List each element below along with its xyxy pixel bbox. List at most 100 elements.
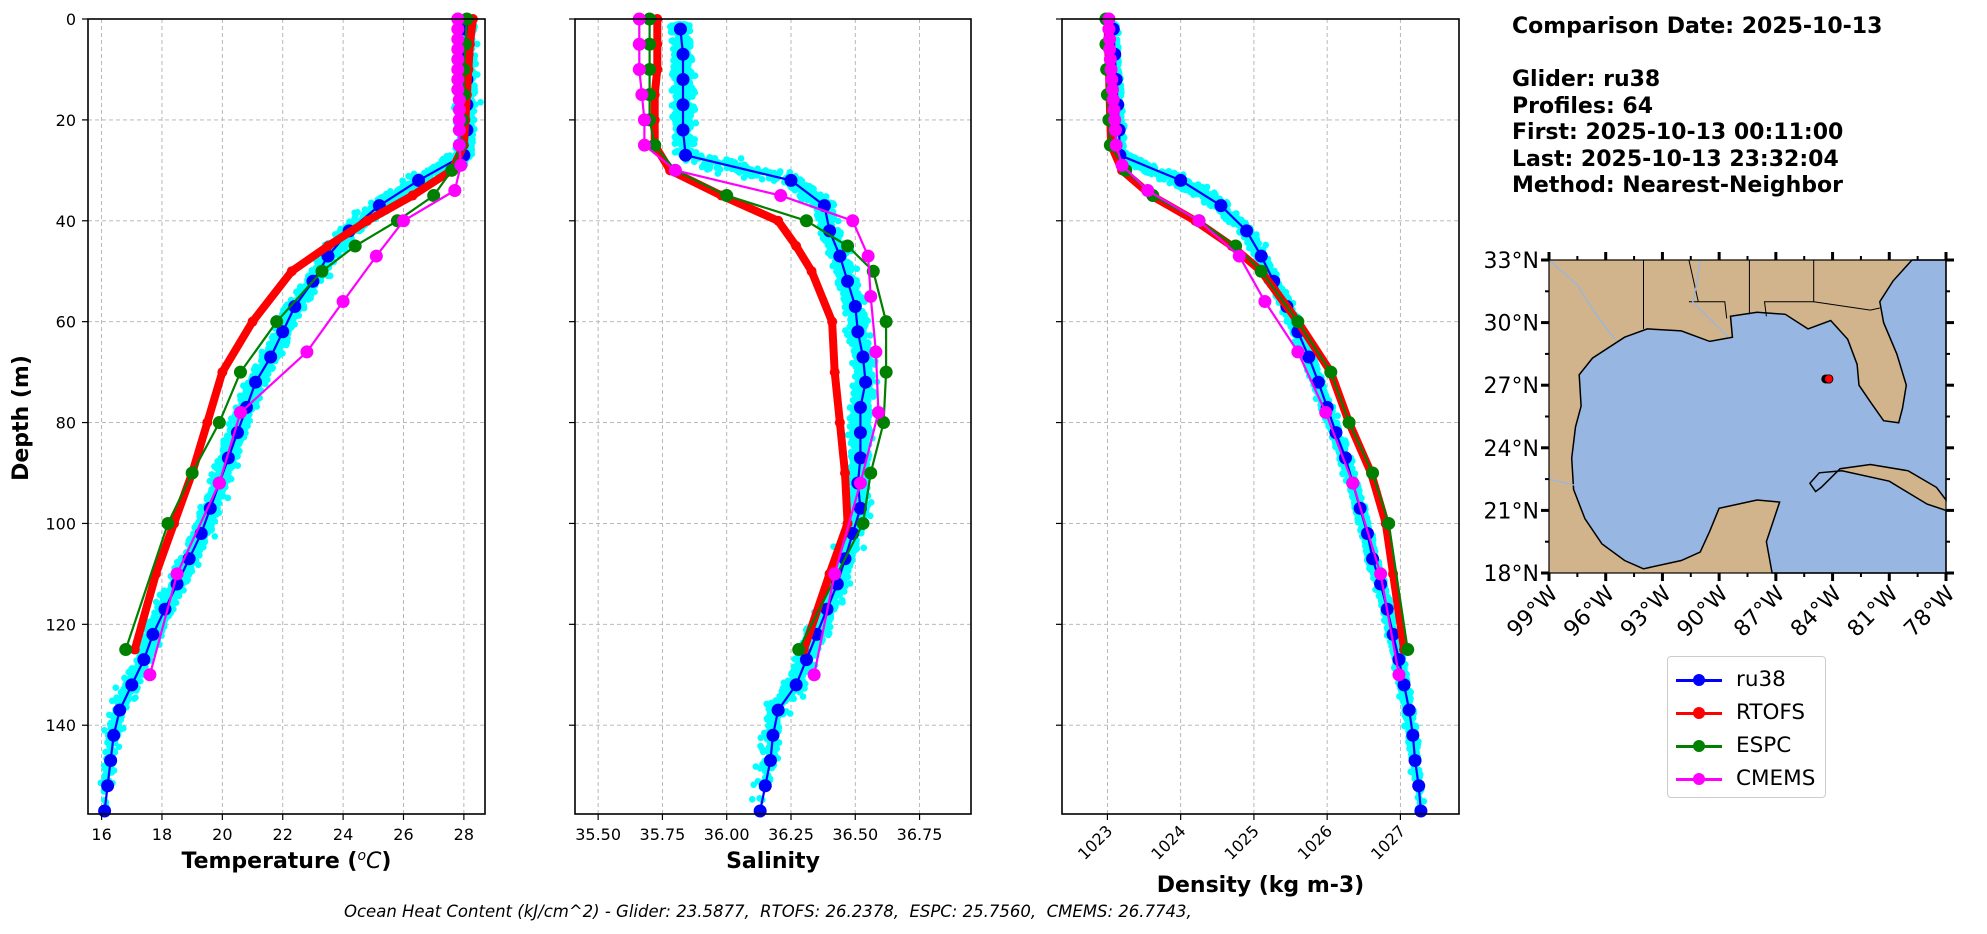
data-point-cmems bbox=[452, 123, 466, 137]
scatter-point bbox=[243, 382, 250, 390]
data-point-rtofs bbox=[247, 316, 258, 327]
data-point-rtofs bbox=[407, 190, 418, 201]
data-point-cmems bbox=[212, 476, 226, 490]
data-point-rtofs bbox=[323, 240, 334, 251]
scatter-point bbox=[131, 665, 139, 672]
data-point-ru38 bbox=[98, 804, 112, 818]
series-cmems bbox=[143, 12, 468, 682]
scatter-point bbox=[309, 288, 316, 296]
y-tick-label: 0 bbox=[66, 10, 76, 29]
y-tick-label: 40 bbox=[56, 212, 76, 231]
series-ru38 bbox=[98, 22, 474, 818]
x-tick-label: 22 bbox=[273, 825, 293, 844]
scatter-point bbox=[293, 288, 300, 296]
y-tick-label: 120 bbox=[45, 615, 76, 634]
y-tick-label: 80 bbox=[56, 414, 76, 433]
data-point-ru38 bbox=[137, 653, 151, 667]
data-point-espc bbox=[212, 416, 226, 430]
scatter-point bbox=[223, 432, 231, 440]
scatter-point bbox=[237, 393, 245, 400]
y-tick-label: 20 bbox=[56, 111, 76, 130]
data-point-cmems bbox=[233, 405, 247, 419]
scatter-point bbox=[206, 477, 214, 485]
scatter-point bbox=[748, 796, 756, 803]
data-point-rtofs bbox=[217, 367, 228, 378]
scatter-point bbox=[103, 748, 110, 756]
data-point-cmems bbox=[396, 214, 410, 228]
scatter-point bbox=[108, 697, 116, 705]
series-line-ru38 bbox=[103, 29, 468, 812]
x-axis-label: Temperature (oC) bbox=[182, 848, 392, 874]
scatter-point bbox=[119, 688, 127, 695]
scatter-point bbox=[227, 475, 234, 482]
data-point-cmems bbox=[300, 345, 314, 359]
data-point-ru38 bbox=[146, 627, 160, 641]
data-point-ru38 bbox=[113, 703, 127, 717]
scatter-point bbox=[235, 447, 242, 455]
glider-profile-scatter bbox=[666, 20, 881, 804]
data-point-espc bbox=[315, 264, 329, 278]
scatter-point bbox=[477, 98, 484, 106]
x-tick-label: 16 bbox=[91, 825, 111, 844]
data-point-ru38 bbox=[107, 728, 121, 742]
data-point-espc bbox=[119, 643, 133, 657]
plot-frame bbox=[87, 18, 486, 815]
scatter-point bbox=[125, 668, 133, 676]
scatter-point bbox=[349, 218, 357, 225]
scatter-point bbox=[106, 720, 114, 728]
scatter-point bbox=[211, 463, 218, 470]
scatter-point bbox=[194, 561, 202, 569]
scatter-point bbox=[160, 587, 168, 595]
data-point-espc bbox=[348, 239, 362, 253]
y-tick-label: 60 bbox=[56, 313, 76, 332]
x-tick-label: 18 bbox=[152, 825, 172, 844]
scatter-point bbox=[446, 152, 454, 159]
scatter-point bbox=[222, 445, 229, 452]
data-point-ru38 bbox=[104, 754, 118, 768]
data-point-cmems bbox=[369, 249, 383, 263]
data-point-cmems bbox=[448, 184, 462, 198]
series-espc bbox=[119, 12, 474, 657]
scatter-point bbox=[227, 464, 235, 472]
scatter-point bbox=[405, 172, 412, 180]
scatter-point bbox=[206, 523, 214, 531]
scatter-point bbox=[112, 684, 120, 692]
data-point-espc bbox=[270, 315, 284, 329]
scatter-point bbox=[351, 209, 358, 216]
data-point-rtofs bbox=[286, 266, 297, 277]
data-point-espc bbox=[161, 516, 175, 530]
scatter-point bbox=[265, 367, 272, 374]
scatter-point bbox=[211, 533, 219, 540]
x-tick-label: 20 bbox=[212, 825, 232, 844]
scatter-point bbox=[279, 350, 286, 357]
scatter-point bbox=[101, 726, 108, 734]
scatter-point bbox=[714, 170, 722, 177]
scatter-point bbox=[130, 695, 138, 702]
x-tick-label: 24 bbox=[333, 825, 353, 844]
data-point-ru38 bbox=[249, 375, 263, 389]
data-point-ru38 bbox=[125, 678, 139, 692]
data-point-rtofs bbox=[362, 215, 373, 226]
data-point-cmems bbox=[143, 668, 157, 682]
x-tick-label: 26 bbox=[393, 825, 413, 844]
data-point-cmems bbox=[336, 294, 350, 308]
scatter-point bbox=[204, 494, 211, 501]
data-point-cmems bbox=[452, 138, 466, 152]
scatter-point bbox=[261, 380, 269, 388]
data-point-espc bbox=[185, 466, 199, 480]
data-point-ru38 bbox=[101, 779, 115, 793]
scatter-point bbox=[188, 565, 195, 573]
scatter-point bbox=[776, 168, 784, 175]
data-point-ru38 bbox=[264, 350, 278, 364]
scatter-point bbox=[215, 495, 222, 502]
data-point-cmems bbox=[454, 158, 468, 172]
glider-profile-scatter bbox=[97, 20, 484, 810]
x-tick-label: 28 bbox=[454, 825, 474, 844]
data-point-rtofs bbox=[202, 417, 213, 428]
data-point-espc bbox=[233, 365, 247, 379]
y-tick-label: 100 bbox=[45, 514, 76, 533]
scatter-point bbox=[110, 767, 118, 774]
